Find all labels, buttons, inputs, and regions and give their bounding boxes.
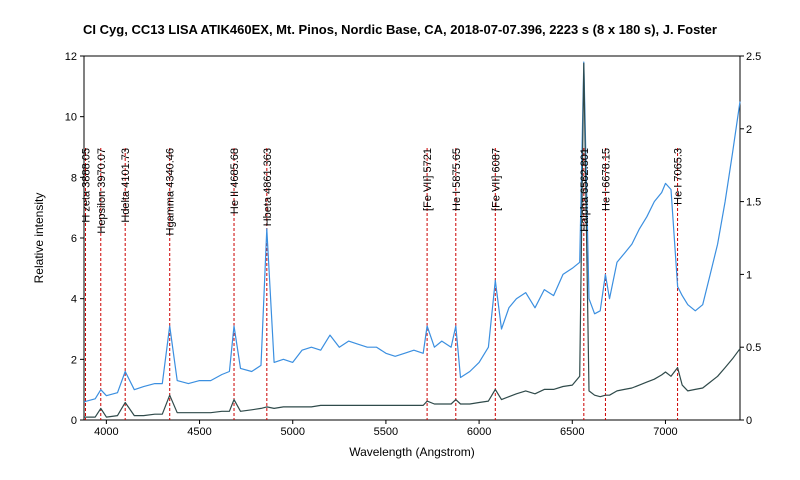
x-tick-label: 4500: [187, 426, 211, 438]
x-tick-label: 5000: [280, 426, 304, 438]
y-axis-label: Relative intensity: [32, 193, 46, 284]
series-layer: [83, 61, 741, 418]
y2-tick-label: 1.5: [746, 197, 761, 209]
emission-line-labels: H zeta 3888.05 Hepsilon 3970.07 Hdelta 410…: [80, 148, 684, 235]
series-line-1: [83, 61, 741, 403]
line-label: [Fe VII] 5721: [422, 148, 434, 211]
y2-tick-label: 2.5: [746, 51, 761, 63]
y2-tick-label: 0.5: [746, 342, 761, 354]
x-tick-label: 6000: [467, 426, 491, 438]
line-label: Hbeta 4861.363: [262, 148, 274, 226]
x-axis-label: Wavelength (Angstrom): [349, 445, 475, 459]
y2-tick-label: 0: [746, 415, 752, 427]
line-label: Halpha 6562.801: [579, 148, 591, 232]
y-tick-label: 0: [71, 415, 77, 427]
y-tick-label: 4: [71, 294, 77, 306]
line-label: Hdelta 4101.73: [120, 148, 132, 223]
y-tick-label: 6: [71, 233, 77, 245]
line-label: He I 5875.65: [451, 148, 463, 211]
x-tick-label: 6500: [560, 426, 584, 438]
x-tick-label: 5500: [374, 426, 398, 438]
series-line-2: [84, 62, 741, 418]
line-label: He I 6678.15: [600, 148, 612, 211]
x-axis-ticks: 4000 4500 5000 5500 6000 6500 7000: [94, 420, 678, 438]
x-tick-label: 7000: [653, 426, 677, 438]
line-label: He I 7065.3: [673, 148, 685, 205]
plot-area-frame: [83, 55, 741, 421]
right-y-axis-ticks: 0 0.5 1 1.5 2 2.5: [740, 51, 761, 427]
line-label: [Fe VII] 6087: [490, 148, 502, 211]
line-label: Hgamma 4340.46: [165, 148, 177, 235]
y2-tick-label: 1: [746, 269, 752, 281]
line-label: H zeta 3888.05: [80, 148, 92, 223]
line-label: He II 4685.68: [229, 148, 241, 214]
y-tick-label: 10: [65, 112, 77, 124]
x-tick-label: 4000: [94, 426, 118, 438]
y-tick-label: 12: [65, 51, 77, 63]
chart-title: CI Cyg, CC13 LISA ATIK460EX, Mt. Pinos, …: [83, 22, 717, 37]
line-label: Hepsilon 3970.07: [96, 148, 108, 234]
y-tick-label: 8: [71, 172, 77, 184]
left-y-axis-ticks: 0 2 4 6 8 10 12: [65, 51, 84, 427]
y-tick-label: 2: [71, 354, 77, 366]
y2-tick-label: 2: [746, 124, 752, 136]
